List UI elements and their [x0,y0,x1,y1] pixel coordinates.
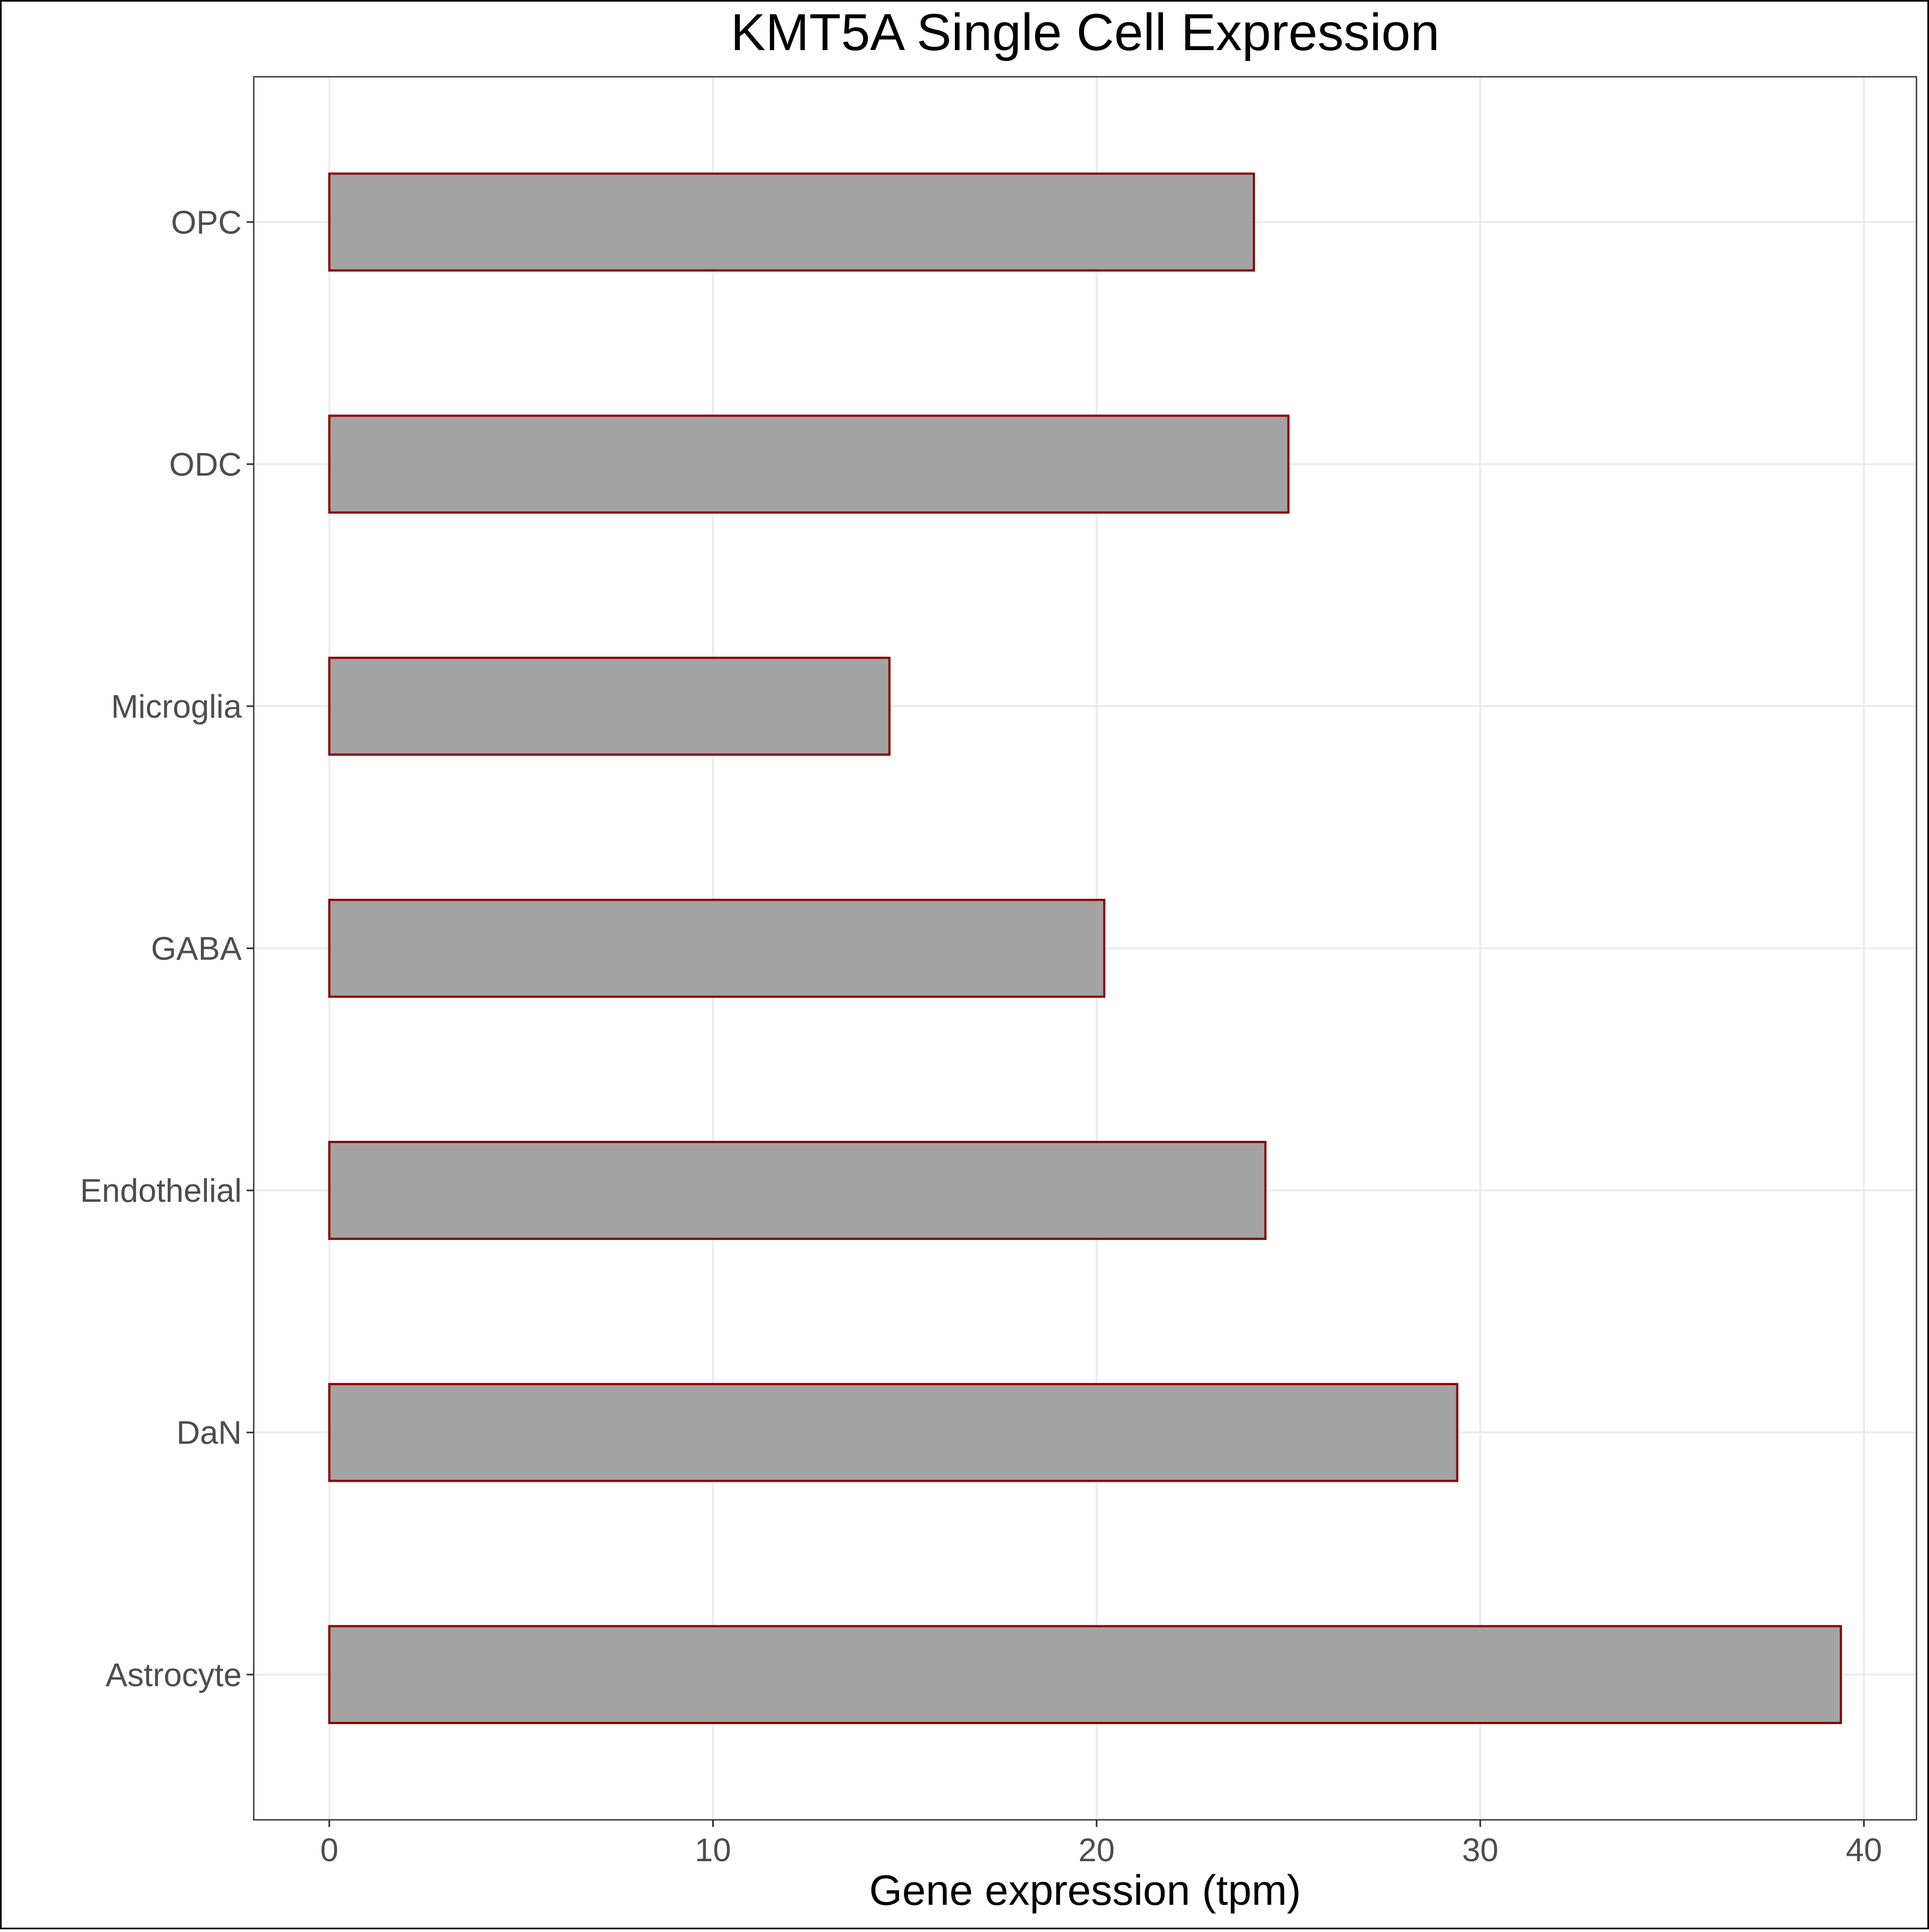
y-tick-label: ODC [169,446,242,482]
bar-microglia [328,657,891,756]
y-tick-label: Astrocyte [106,1656,242,1693]
y-tick-label: OPC [171,204,242,241]
bar-layer [328,172,1842,1725]
y-tick-label: Endothelial [80,1172,242,1209]
bar-astrocyte [328,1625,1842,1725]
x-tick-label: 30 [1462,1832,1498,1868]
x-tick-label: 0 [320,1832,338,1868]
chart-title: KMT5A Single Cell Expression [731,3,1440,62]
tick-layer: Astrocyte DaN Endothelial GABA Microglia ODC O… [80,204,1882,1868]
x-tick-label: 40 [1846,1832,1882,1868]
x-tick-label: 20 [1079,1832,1115,1868]
x-axis-title: Gene expression (tpm) [869,1866,1301,1914]
bar-opc [328,172,1256,272]
bar-odc [328,414,1290,514]
bar-gaba [328,898,1106,998]
y-tick-label: Microglia [111,688,242,725]
y-tick-label: DaN [176,1415,242,1451]
x-tick-label: 10 [695,1832,731,1868]
bar-dan [328,1383,1459,1482]
y-tick-label: GABA [151,931,242,967]
bar-endothelial [328,1141,1267,1240]
